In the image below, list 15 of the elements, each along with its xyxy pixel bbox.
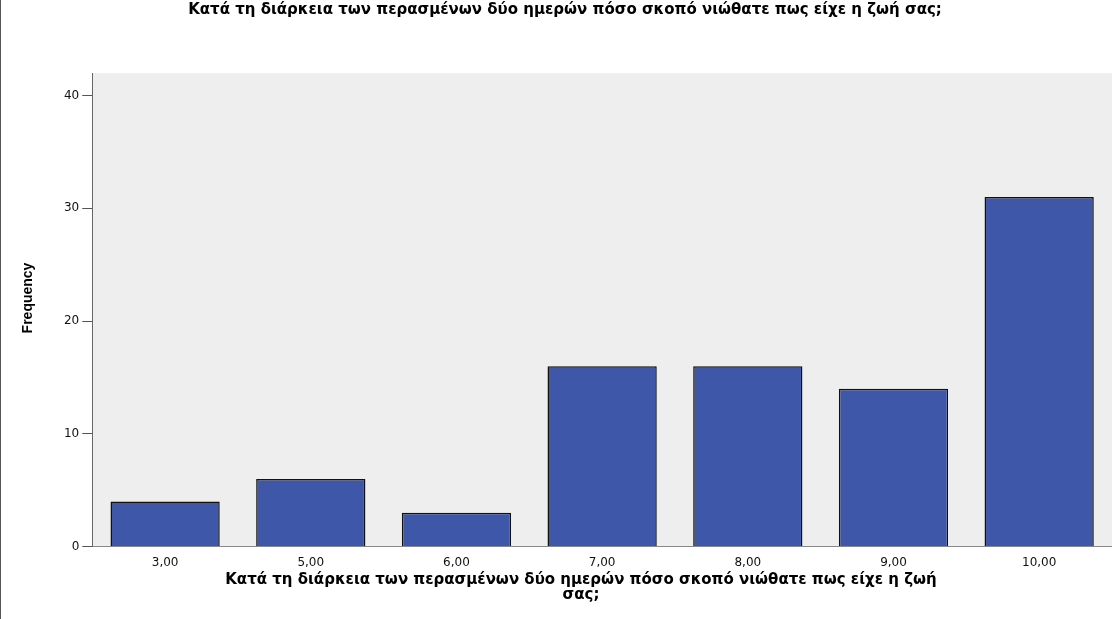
chart-title: Κατά τη διάρκεια των περασμένων δύο ημερών πόσο σκοπό νιώθατε πως είχε η ζωή σας; [187, 0, 943, 18]
x-tick-label: 6,00 [443, 554, 470, 569]
x-tick-label: 10,00 [1021, 554, 1057, 569]
x-tick-label: 3,00 [151, 554, 179, 569]
y-tick-label: 0 [71, 538, 80, 553]
y-tick-label: 40 [63, 87, 80, 102]
y-tick-label: 10 [63, 425, 80, 440]
x-tick-label: 9,00 [880, 554, 907, 569]
x-axis-title: Κατά τη διάρκεια των περασμένων δύο ημερών πόσο σκοπό νιώθατε πως είχε η ζωή σας; [224, 570, 938, 603]
y-tick-label: 30 [63, 200, 80, 215]
y-axis-title: Frequency [19, 261, 35, 336]
x-tick-label: 5,00 [297, 554, 325, 569]
x-tick-label: 7,00 [588, 554, 616, 569]
y-tick-label: 20 [63, 313, 80, 328]
x-tick-label: 8,00 [734, 554, 762, 569]
